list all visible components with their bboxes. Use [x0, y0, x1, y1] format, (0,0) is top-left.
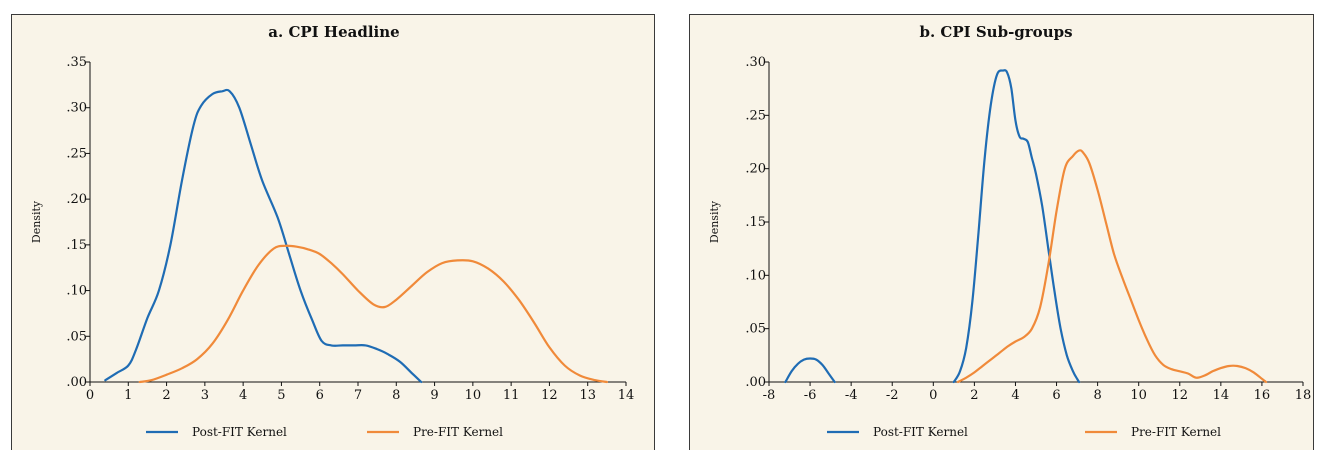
x-tick-label: 16 — [1254, 388, 1271, 403]
x-tick-label: 12 — [1171, 388, 1188, 403]
y-tick-label: .05 — [745, 322, 766, 337]
x-tick-label: 13 — [579, 388, 596, 403]
y-tick-label: .35 — [66, 55, 87, 70]
x-tick-label: 1 — [124, 388, 132, 403]
x-tick-label: 14 — [618, 388, 635, 403]
series-line-post-fit — [952, 69, 1081, 384]
y-tick-label: .10 — [745, 268, 766, 283]
x-tick-label: 5 — [277, 388, 285, 403]
y-tick-label: .25 — [66, 146, 87, 161]
x-tick-label: 8 — [1093, 388, 1101, 403]
chart-title: a. CPI Headline — [268, 23, 399, 41]
y-tick-label: .00 — [66, 375, 87, 390]
x-tick-label: 18 — [1295, 388, 1312, 403]
y-tick-label: .20 — [66, 192, 87, 207]
chart-panel-cpi-subgroups: b. CPI Sub-groups .00 .05 .10 .15 .20 .25 .30 -8… — [689, 14, 1314, 450]
x-tick-label: 4 — [1011, 388, 1019, 403]
x-tick-label: -4 — [845, 388, 858, 403]
x-tick-label: 7 — [354, 388, 362, 403]
x-tick-label: 12 — [541, 388, 558, 403]
chart-svg-cpi-headline: a. CPI Headline .00 .05 .10 .15 .20 .25 .30 .35 0… — [30, 23, 635, 439]
x-tick-label: 6 — [316, 388, 324, 403]
x-tick-label: 4 — [239, 388, 247, 403]
y-tick-label: .30 — [66, 101, 87, 116]
x-tick-label: 3 — [201, 388, 209, 403]
legend-label: Pre-FIT Kernel — [1131, 425, 1221, 439]
x-tick-label: -6 — [804, 388, 817, 403]
x-tick-label: 9 — [430, 388, 438, 403]
x-tick-label: -2 — [886, 388, 899, 403]
y-tick-label: .30 — [745, 55, 766, 70]
chart-title: b. CPI Sub-groups — [919, 23, 1072, 41]
x-tick-label: 10 — [465, 388, 482, 403]
y-tick-label: .25 — [745, 108, 766, 123]
legend-label: Pre-FIT Kernel — [413, 425, 503, 439]
series-line-post-fit — [784, 357, 836, 384]
x-tick-label: 0 — [86, 388, 94, 403]
x-tick-label: 2 — [970, 388, 978, 403]
x-tick-label: 0 — [929, 388, 937, 403]
legend-label: Post-FIT Kernel — [192, 425, 287, 439]
legend-label: Post-FIT Kernel — [873, 425, 968, 439]
x-tick-label: 8 — [392, 388, 400, 403]
x-tick-label: 6 — [1052, 388, 1060, 403]
x-tick-label: 14 — [1213, 388, 1230, 403]
series-line-post-fit — [104, 88, 423, 384]
y-tick-label: .00 — [745, 375, 766, 390]
y-tick-label: .05 — [66, 329, 87, 344]
chart-svg-cpi-subgroups: b. CPI Sub-groups .00 .05 .10 .15 .20 .25 .30 -8… — [708, 23, 1312, 439]
x-tick-label: 10 — [1130, 388, 1147, 403]
y-axis-label: Density — [30, 200, 43, 243]
series-line-pre-fit — [138, 244, 608, 384]
x-tick-label: 11 — [503, 388, 520, 403]
series-line-pre-fit — [956, 149, 1268, 384]
x-tick-label: -8 — [763, 388, 776, 403]
chart-panel-cpi-headline: a. CPI Headline .00 .05 .10 .15 .20 .25 .30 .35 0… — [11, 14, 655, 450]
y-tick-label: .10 — [66, 284, 87, 299]
y-tick-label: .20 — [745, 162, 766, 177]
y-tick-label: .15 — [66, 238, 87, 253]
y-tick-label: .15 — [745, 215, 766, 230]
x-tick-label: 2 — [162, 388, 170, 403]
y-axis-label: Density — [708, 200, 721, 243]
